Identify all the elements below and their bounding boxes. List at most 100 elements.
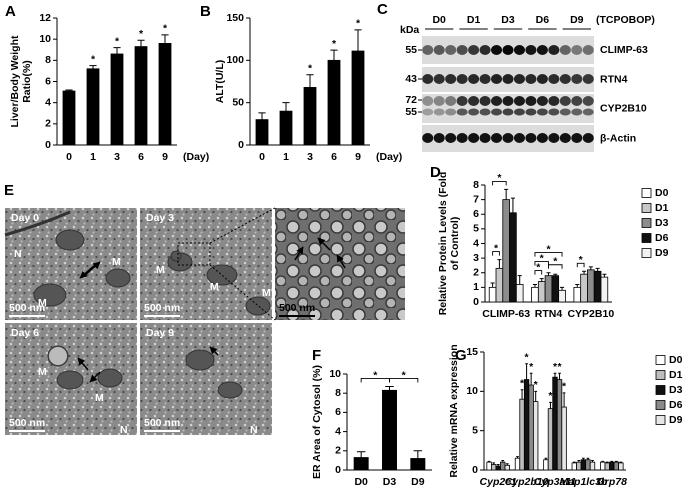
organelle — [49, 347, 67, 365]
significance-label: * — [525, 352, 530, 364]
bar — [547, 408, 554, 471]
x-tick-label: RTN4 — [535, 308, 563, 320]
bar — [604, 462, 610, 471]
bar — [558, 289, 566, 303]
significance-label: * — [548, 390, 553, 402]
blot-band — [433, 45, 445, 55]
legend-label: D9 — [655, 247, 669, 259]
x-tick-label: 1 — [283, 151, 289, 163]
y-tick-label: 6 — [335, 406, 341, 418]
bar — [502, 199, 510, 303]
organelle — [206, 264, 238, 286]
y-tick-label: 2 — [335, 445, 341, 457]
bar — [514, 457, 521, 471]
day-label: Day 9 — [146, 327, 174, 339]
organelle — [170, 250, 182, 262]
error-bar — [492, 462, 496, 465]
blot-band — [536, 74, 548, 84]
legend-label: D0 — [669, 354, 683, 366]
structure-label: M — [95, 392, 104, 404]
error-bar — [572, 461, 576, 463]
y-tick-label: 12 — [39, 12, 51, 24]
y-tick-label: 50 — [232, 96, 244, 108]
y-axis-label: of Control) — [449, 217, 461, 271]
bar — [353, 457, 369, 471]
bar — [490, 464, 497, 471]
bar — [528, 384, 534, 471]
error-bar — [586, 457, 590, 460]
y-axis-label: Relative Protein Levels (Fold — [437, 172, 449, 316]
blot-band — [468, 133, 480, 143]
significance-label: * — [332, 38, 337, 50]
y-tick-label: 0 — [45, 139, 51, 151]
blot-band — [571, 45, 583, 55]
error-bar — [137, 39, 145, 47]
panel-letter: D — [430, 164, 441, 181]
blot-row-label: RTN4 — [600, 73, 628, 85]
significance-label: * — [163, 23, 168, 35]
blot-band — [433, 108, 445, 116]
y-tick-label: 8 — [45, 54, 51, 66]
arrow — [89, 371, 101, 383]
blot-band — [536, 108, 548, 116]
x-tick-label: 1 — [90, 151, 96, 163]
blot-band — [559, 45, 571, 55]
y-tick-label: 0 — [473, 296, 479, 308]
blot-band — [582, 96, 594, 106]
zoom-line — [209, 207, 276, 244]
y-tick-label: 1 — [473, 281, 479, 293]
error-bar — [546, 272, 551, 276]
y-tick-label: 5 — [472, 424, 478, 436]
error-bar — [517, 275, 522, 285]
bar — [382, 389, 397, 471]
error-bar — [591, 460, 594, 463]
arrow — [294, 246, 304, 261]
significance-bracket — [548, 264, 563, 269]
organelle — [97, 368, 123, 388]
bar — [279, 110, 293, 146]
blot-band — [548, 96, 560, 106]
micrograph — [140, 323, 272, 435]
y-tick-label: 0 — [335, 464, 341, 476]
organelle — [105, 268, 131, 288]
bar — [515, 284, 524, 303]
y-tick-label: 3 — [473, 252, 479, 264]
y-tick-label: 8 — [335, 387, 341, 399]
legend-label: D1 — [655, 202, 669, 214]
blot-band — [582, 45, 594, 55]
blot-band — [548, 74, 560, 84]
blot-band — [559, 108, 571, 116]
zoom-region — [177, 242, 211, 266]
blot-band — [571, 96, 583, 106]
error-bar — [497, 259, 502, 269]
size-marker: 55 — [405, 44, 417, 56]
blot-band — [456, 45, 468, 55]
bar — [488, 286, 497, 303]
bar-chart: B 0 50 100 150 ALT(U/L) 0 1 3 6 9 (Day) * * * — [200, 3, 402, 163]
bar — [351, 50, 365, 146]
bar — [609, 461, 615, 471]
bar — [519, 398, 525, 471]
error-bar — [161, 34, 169, 44]
blot-band — [422, 96, 434, 106]
y-axis-label: Liver/Body Weight — [9, 35, 21, 127]
blot-unit: kDa — [400, 24, 419, 36]
legend-swatch — [641, 203, 652, 213]
legend-label: D6 — [655, 232, 669, 244]
legend-label: D0 — [655, 187, 669, 199]
blot-band — [571, 133, 583, 143]
error-bar — [577, 460, 581, 463]
error-bar — [544, 457, 548, 460]
significance-bracket — [534, 270, 543, 275]
lane-label: D6 — [536, 14, 550, 26]
blot-band — [468, 45, 480, 55]
x-tick-label: 9 — [355, 151, 361, 163]
nuclear-envelope — [4, 210, 71, 237]
significance-label: * — [529, 361, 534, 373]
bar — [504, 464, 510, 471]
bar-chart: F 0 2 4 6 8 10 ER Area of Cytosol (%) D0 D3 D9 * * — [311, 347, 432, 488]
blot-band — [445, 96, 457, 106]
bar — [576, 461, 582, 471]
